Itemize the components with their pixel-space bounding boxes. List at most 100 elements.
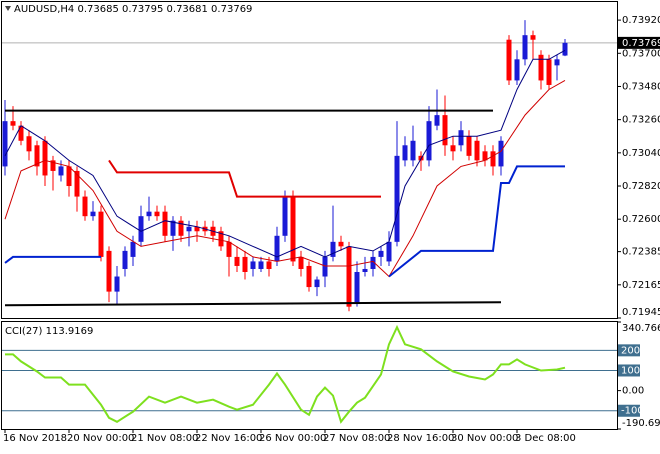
candle-body — [402, 145, 408, 161]
candle-body — [226, 241, 232, 257]
candle-body — [90, 211, 96, 217]
candle-body — [322, 256, 328, 277]
overlay-line — [4, 165, 565, 278]
candle-body — [370, 256, 376, 269]
candle-body — [26, 136, 32, 152]
level-label: -100 — [621, 406, 644, 417]
y-tick-label: 0.72385 — [622, 247, 660, 258]
candle-body — [394, 155, 400, 242]
candle-body — [546, 59, 552, 85]
candle-body — [530, 35, 536, 40]
x-tick-label: 21 Nov 08:00 — [131, 433, 198, 444]
candle-body — [34, 145, 40, 167]
y-tick-label: -190.6917 — [622, 418, 660, 429]
candle-body — [538, 54, 544, 81]
overlay-line — [4, 79, 566, 278]
candle-body — [450, 145, 456, 152]
level-label-box — [618, 404, 640, 417]
candle-body — [162, 211, 168, 236]
indicator-title: CCI(27) 113.9169 — [5, 326, 93, 337]
candle-body — [554, 59, 560, 66]
candle-body — [186, 226, 192, 232]
candle-body — [146, 211, 152, 217]
candle-body — [466, 136, 472, 156]
candle-body — [18, 125, 24, 141]
candle-body — [386, 241, 392, 262]
cci-line — [5, 324, 566, 424]
x-tick-label: 28 Nov 16:00 — [387, 433, 454, 444]
candle-body — [426, 121, 432, 161]
x-tick-label: 26 Nov 00:00 — [259, 433, 326, 444]
candle-body — [98, 211, 104, 257]
candle-body — [458, 130, 464, 146]
candle-body — [354, 271, 360, 303]
y-tick-label: 0.73040 — [622, 148, 660, 159]
candle-body — [10, 121, 16, 126]
y-tick-label: 0.72820 — [622, 181, 660, 192]
candle-body — [274, 235, 280, 262]
candle-body — [234, 256, 240, 266]
candle-body — [442, 115, 448, 146]
candle-body — [378, 250, 384, 257]
x-tick-label: 20 Nov 00:00 — [67, 433, 134, 444]
candle-body — [2, 121, 8, 167]
candle-body — [258, 261, 264, 269]
candle-body — [330, 241, 336, 257]
candle-body — [130, 241, 136, 257]
x-tick-label: 30 Nov 00:00 — [451, 433, 518, 444]
x-tick-label: 3 Dec 08:00 — [515, 433, 576, 444]
symbol-icon — [5, 6, 11, 11]
candle-body — [338, 241, 344, 247]
candle-body — [178, 220, 184, 236]
y-tick-label: 0.00 — [622, 386, 644, 397]
candle-body — [58, 166, 64, 176]
candle-body — [154, 211, 160, 217]
x-tick-label: 27 Nov 08:00 — [323, 433, 390, 444]
overlay-line — [4, 301, 502, 307]
candle-body — [490, 151, 496, 167]
candle-body — [250, 261, 256, 269]
main-frame — [1, 1, 618, 319]
current-price-label: 0.73769 — [622, 38, 660, 49]
candle-body — [138, 216, 144, 242]
candle-body — [282, 196, 288, 236]
candle-body — [410, 140, 416, 161]
candle-body — [562, 42, 568, 56]
candle-body — [514, 59, 520, 81]
level-label-box — [618, 364, 640, 377]
candle-body — [66, 166, 72, 187]
y-tick-label: 0.73480 — [622, 81, 660, 92]
overlay-line — [108, 159, 381, 198]
candle-body — [306, 265, 312, 288]
candle-body — [122, 250, 128, 269]
level-label: 100 — [621, 365, 640, 376]
candle-body — [434, 115, 440, 126]
candle-body — [42, 140, 48, 176]
candle-body — [498, 140, 504, 167]
y-tick-label: 0.72600 — [622, 214, 660, 225]
chart-title: AUDUSD,H4 0.73685 0.73795 0.73681 0.7376… — [14, 4, 252, 15]
y-tick-label: 0.73920 — [622, 15, 660, 26]
overlay-line — [4, 49, 566, 258]
candle-body — [218, 231, 224, 247]
y-tick-label: 0.73260 — [622, 115, 660, 126]
y-tick-label: 0.72165 — [622, 280, 660, 291]
level-label-box — [618, 344, 640, 357]
candle-body — [266, 261, 272, 269]
candle-body — [82, 196, 88, 217]
candle-body — [114, 276, 120, 292]
candle-body — [50, 160, 56, 171]
candle-body — [290, 196, 296, 262]
candle-body — [74, 170, 80, 197]
candle-body — [522, 35, 528, 60]
x-tick-label: 22 Nov 16:00 — [195, 433, 262, 444]
x-tick-label: 16 Nov 2018 — [3, 433, 67, 444]
current-price-box — [618, 36, 660, 49]
candle-body — [314, 279, 320, 288]
candle-body — [474, 140, 480, 161]
y-tick-label: 340.7667 — [622, 323, 660, 334]
candle-body — [506, 39, 512, 81]
candle-body — [194, 226, 200, 232]
y-tick-label: 0.73700 — [622, 48, 660, 59]
